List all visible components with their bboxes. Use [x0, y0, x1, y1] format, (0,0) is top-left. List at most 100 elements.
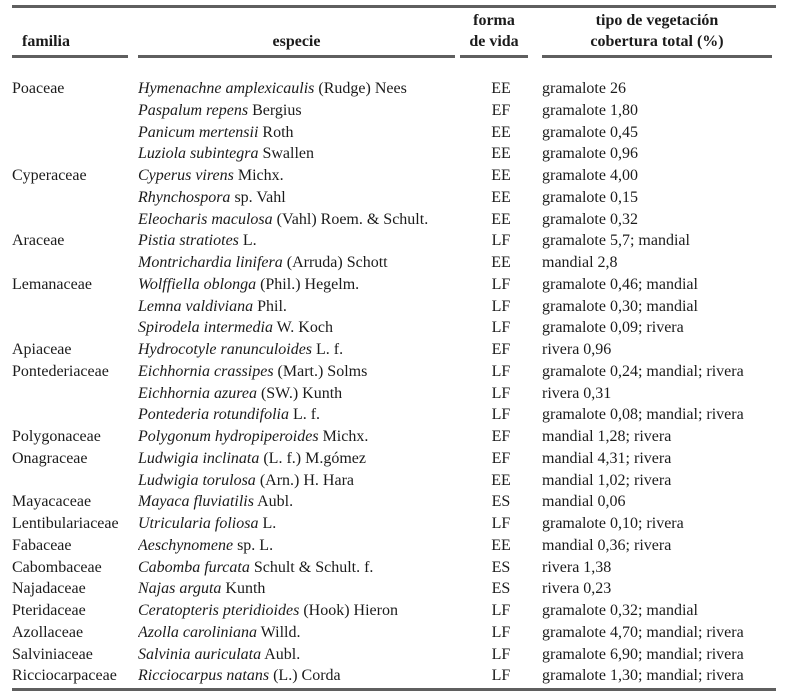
species-cell: Azolla caroliniana Willd.: [138, 622, 460, 644]
species-cell: Spirodela intermedia W. Koch: [138, 317, 460, 339]
species-name: Cabomba furcata: [138, 558, 250, 576]
familia-cell: [12, 209, 138, 231]
life-form-cell: EE: [491, 123, 511, 141]
familia-cell: [12, 252, 138, 274]
column-header-especie: especie: [138, 8, 455, 58]
vegetation-cell: gramalote 0,32; mandial: [542, 602, 698, 619]
table-row: Ludwigia torulosa (Arn.) H. Hara EE mand…: [12, 470, 778, 492]
life-form-cell: EE: [491, 188, 511, 206]
vegetation-cell: mandial 1,28; rivera: [542, 428, 672, 445]
species-authority: (SW.) Kunth: [256, 384, 343, 402]
life-form-cell: ES: [491, 580, 511, 598]
species-name: Aeschynomene: [138, 536, 234, 554]
column-header-familia-label: familia: [22, 33, 70, 50]
table-row: Lentibulariaceae Utricularia foliosa L. …: [12, 513, 778, 535]
vegetation-cell: rivera 0,31: [542, 384, 612, 402]
vegetation-cell: gramalote 0,15: [542, 188, 638, 206]
species-name: Pistia stratiotes: [138, 232, 239, 250]
species-cell: Polygonum hydropiperoides Michx.: [138, 426, 460, 448]
life-form-cell: LF: [491, 297, 511, 315]
familia-cell: Mayacaceae: [12, 493, 92, 511]
species-authority: Phil.: [253, 297, 287, 315]
table-row: Panicum mertensii Roth EE gramalote 0,45: [12, 122, 778, 144]
species-authority: Michx.: [318, 428, 369, 445]
life-form-cell: ES: [491, 558, 511, 576]
species-cell: Cabomba furcata Schult & Schult. f.: [138, 557, 460, 579]
life-form-cell: LF: [491, 623, 511, 641]
table-top-rule: [12, 5, 776, 8]
vegetation-cell: gramalote 0,45: [542, 123, 638, 141]
species-name: Montrichardia linifera: [138, 254, 283, 271]
species-cell: Lemna valdiviana Phil.: [138, 296, 460, 318]
life-form-cell: LF: [491, 384, 511, 402]
table-row: Onagraceae Ludwigia inclinata (L. f.) M.…: [12, 448, 778, 470]
species-authority: (L. f.) M.gómez: [259, 449, 366, 467]
vegetation-cell: mandial 2,8: [542, 254, 618, 271]
species-authority: Bergius: [248, 101, 302, 119]
vegetation-cell: gramalote 0,09; rivera: [542, 319, 684, 337]
table-row: Cabombaceae Cabomba furcata Schult & Sch…: [12, 557, 778, 579]
species-name: Mayaca fluviatilis: [138, 493, 254, 511]
vegetation-cell: gramalote 6,90; mandial; rivera: [542, 645, 744, 663]
life-form-cell: EE: [491, 145, 511, 163]
life-form-cell: EE: [491, 210, 511, 228]
species-cell: Paspalum repens Bergius: [138, 100, 460, 122]
species-name: Wolffiella oblonga: [138, 275, 257, 293]
familia-cell: Pontederiaceae: [12, 362, 109, 380]
column-header-tipo-line1: tipo de vegetación: [595, 12, 719, 29]
vegetation-cell: gramalote 0,32: [542, 210, 638, 228]
table-row: Najadaceae Najas arguta Kunth ES rivera …: [12, 578, 778, 600]
life-form-cell: LF: [491, 667, 511, 685]
familia-cell: [12, 187, 138, 209]
species-authority: (Hook) Hieron: [299, 602, 398, 619]
vegetation-cell: gramalote 1,30; mandial; rivera: [542, 667, 744, 685]
familia-cell: Araceae: [12, 232, 65, 250]
species-name: Spirodela intermedia: [138, 319, 273, 337]
vegetation-cell: mandial 4,31; rivera: [542, 449, 672, 467]
column-header-tipo-vegetacion: tipo de vegetación cobertura total (%): [542, 8, 772, 58]
table-row: Lemanaceae Wolffiella oblonga (Phil.) He…: [12, 274, 778, 296]
species-cell: Ceratopteris pteridioides (Hook) Hieron: [138, 600, 460, 622]
vegetation-cell: mandial 0,06: [542, 493, 626, 511]
vegetation-cell: gramalote 1,80: [542, 101, 638, 119]
species-cell: Luziola subintegra Swallen: [138, 143, 460, 165]
life-form-cell: ES: [491, 493, 511, 511]
species-cell: Montrichardia linifera (Arruda) Schott: [138, 252, 460, 274]
familia-cell: [12, 296, 138, 318]
life-form-cell: LF: [491, 275, 511, 293]
column-header-forma-line1: forma: [473, 12, 515, 29]
species-name: Azolla caroliniana: [138, 623, 257, 641]
species-cell: Utricularia foliosa L.: [138, 513, 460, 535]
species-authority: (Phil.) Hegelm.: [256, 275, 360, 293]
species-cell: Ludwigia inclinata (L. f.) M.gómez: [138, 448, 460, 470]
species-cell: Rhynchospora sp. Vahl: [138, 187, 460, 209]
column-header-tipo-line2: cobertura total (%): [590, 33, 724, 50]
vegetation-cell: gramalote 0,24; mandial; rivera: [542, 362, 744, 380]
familia-cell: Ricciocarpaceae: [12, 667, 117, 685]
species-authority: L.: [258, 515, 277, 532]
species-authority: Roth: [258, 123, 294, 141]
vegetation-cell: gramalote 0,08; mandial; rivera: [542, 406, 744, 424]
vegetation-cell: rivera 1,38: [542, 558, 612, 576]
species-authority: (Mart.) Solms: [273, 362, 368, 380]
life-form-cell: LF: [491, 319, 511, 337]
species-authority: (Arn.) H. Hara: [255, 471, 354, 489]
vegetation-cell: gramalote 0,30; mandial: [542, 297, 698, 315]
species-cell: Eichhornia crassipes (Mart.) Solms: [138, 361, 460, 383]
familia-cell: [12, 100, 138, 122]
table-row: Pontederiaceae Eichhornia crassipes (Mar…: [12, 361, 778, 383]
table-row: Apiaceae Hydrocotyle ranunculoides L. f.…: [12, 339, 778, 361]
species-authority: sp. Vahl: [230, 188, 286, 206]
species-cell: Pontederia rotundifolia L. f.: [138, 404, 460, 426]
species-cell: Pistia stratiotes L.: [138, 230, 460, 252]
species-authority: (L.) Corda: [269, 667, 341, 685]
table-row: Paspalum repens Bergius EF gramalote 1,8…: [12, 100, 778, 122]
table-body: Poaceae Hymenachne amplexicaulis (Rudge)…: [12, 78, 778, 687]
species-cell: Salvinia auriculata Aubl.: [138, 644, 460, 666]
species-authority: L. f.: [288, 406, 321, 424]
species-authority: W. Koch: [272, 319, 333, 337]
life-form-cell: EE: [491, 536, 511, 554]
familia-cell: [12, 470, 138, 492]
species-cell: Aeschynomene sp. L.: [138, 535, 460, 557]
